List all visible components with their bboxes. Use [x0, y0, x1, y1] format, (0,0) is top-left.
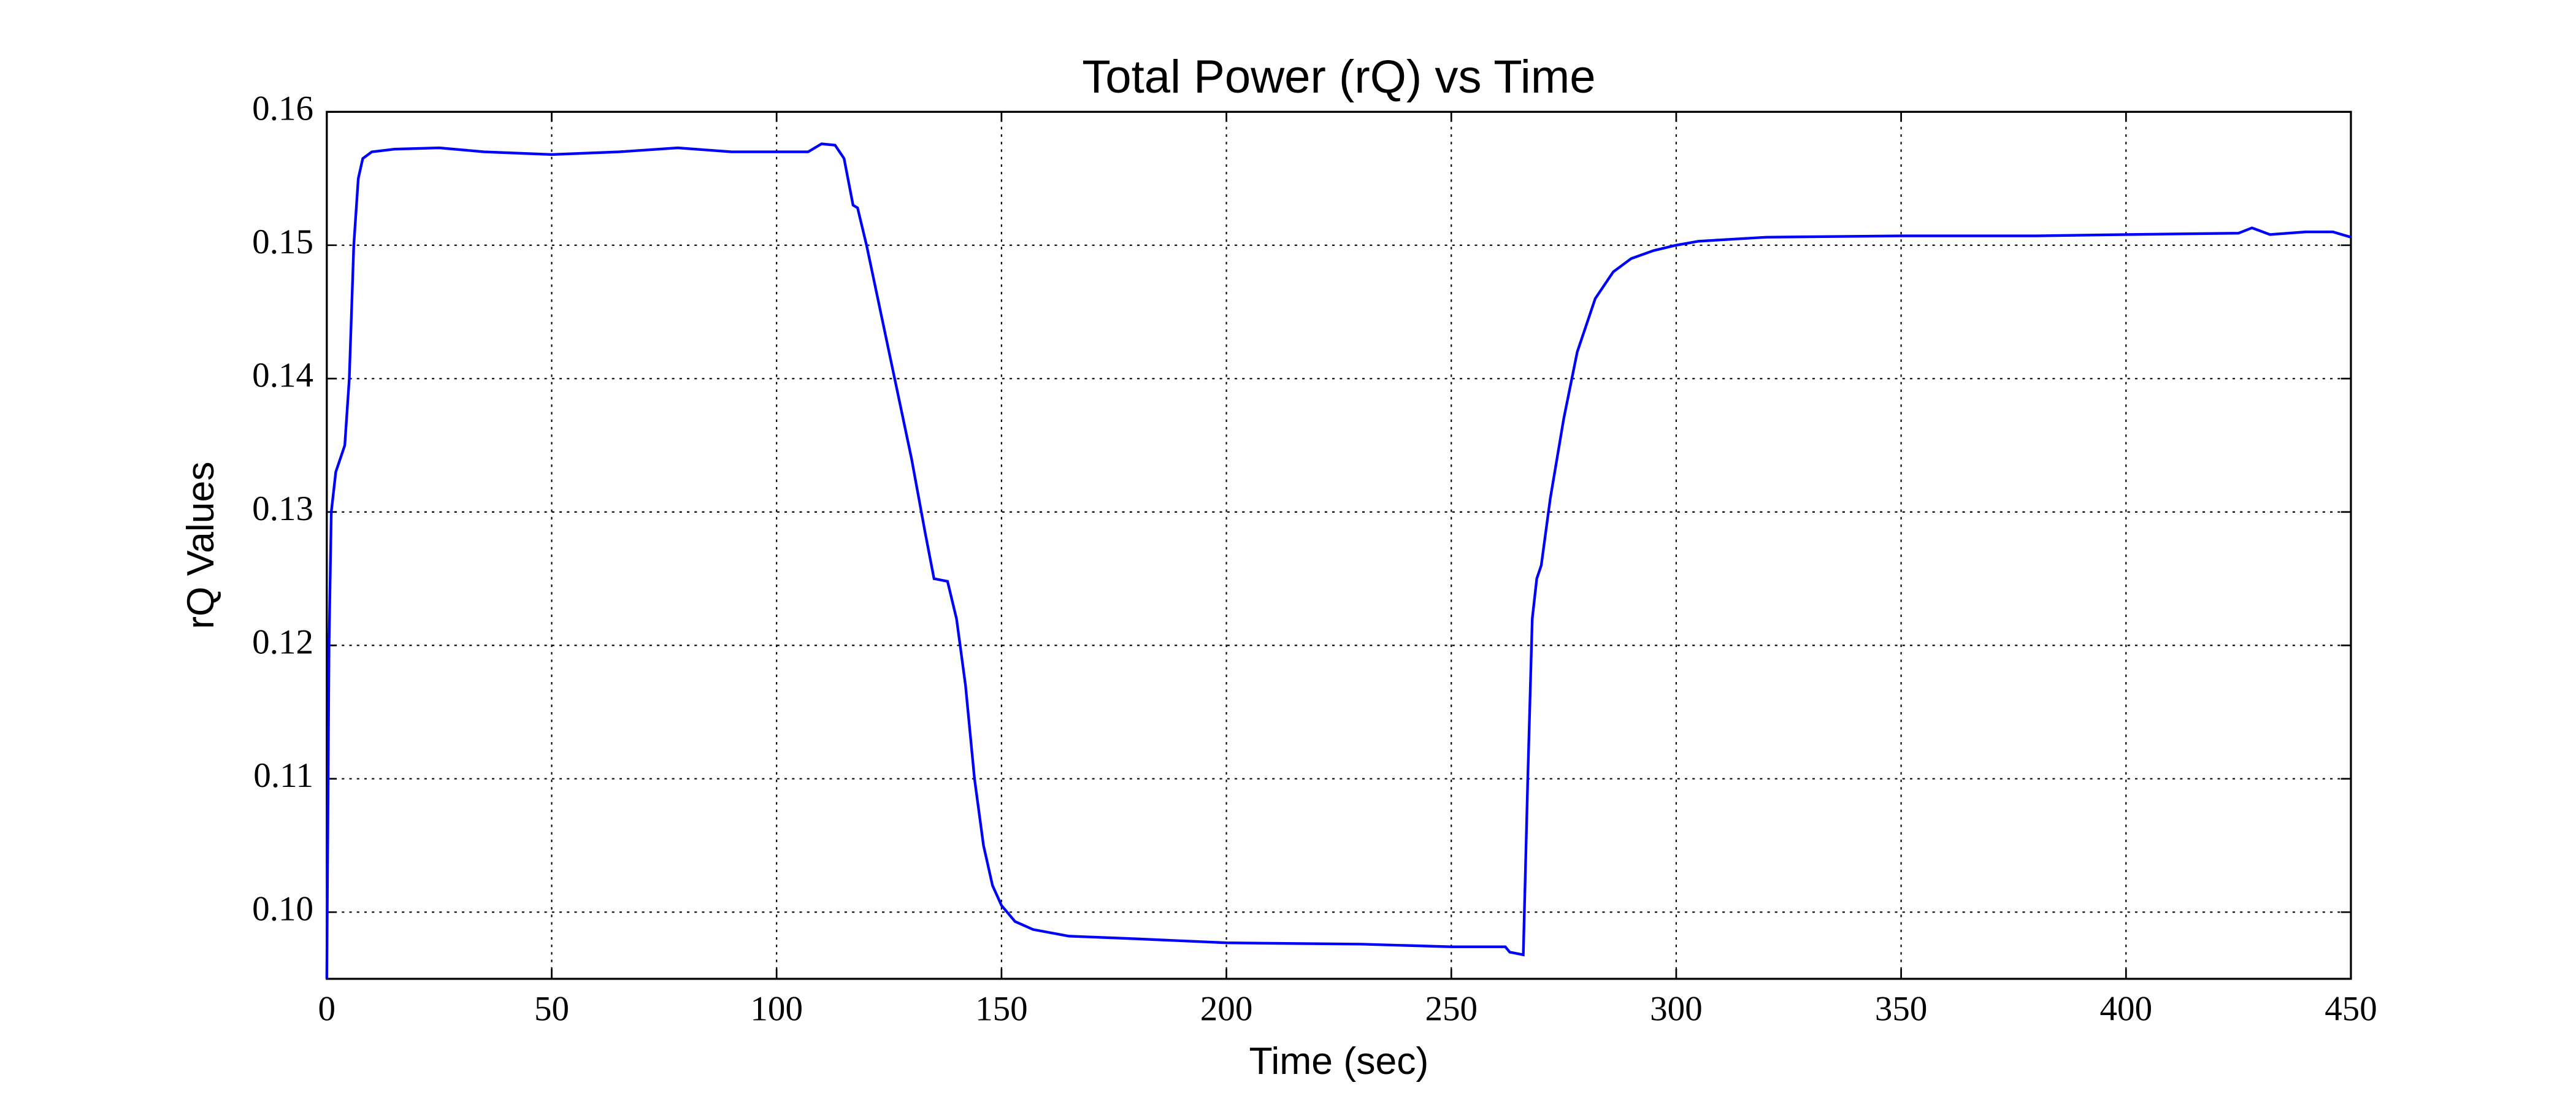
- chart-title: Total Power (rQ) vs Time: [1082, 51, 1595, 103]
- x-tick-label: 400: [2100, 989, 2153, 1028]
- data-line: [325, 142, 2352, 979]
- x-tick-label: 300: [1650, 989, 1703, 1028]
- y-tick-label: 0.11: [253, 756, 313, 795]
- x-axis-label: Time (sec): [1249, 1040, 1428, 1083]
- x-tick-label: 100: [750, 989, 803, 1028]
- x-tick-label: 200: [1200, 989, 1253, 1028]
- y-axis-label: rQ Values: [179, 461, 222, 629]
- x-tick-label: 150: [975, 989, 1028, 1028]
- y-tick-label: 0.14: [252, 356, 313, 394]
- x-tick-label: 0: [318, 989, 336, 1028]
- y-tick-label: 0.13: [252, 489, 313, 528]
- y-tick-label: 0.16: [252, 89, 313, 128]
- y-tick-label: 0.12: [252, 623, 313, 661]
- plot-frame: [326, 110, 2352, 980]
- x-tick-label: 450: [2325, 989, 2377, 1028]
- x-tick-label: 250: [1425, 989, 1478, 1028]
- y-tick-label: 0.10: [252, 889, 313, 928]
- y-tick-label: 0.15: [252, 223, 313, 261]
- x-tick-label: 350: [1875, 989, 1928, 1028]
- x-tick-label: 50: [534, 989, 569, 1028]
